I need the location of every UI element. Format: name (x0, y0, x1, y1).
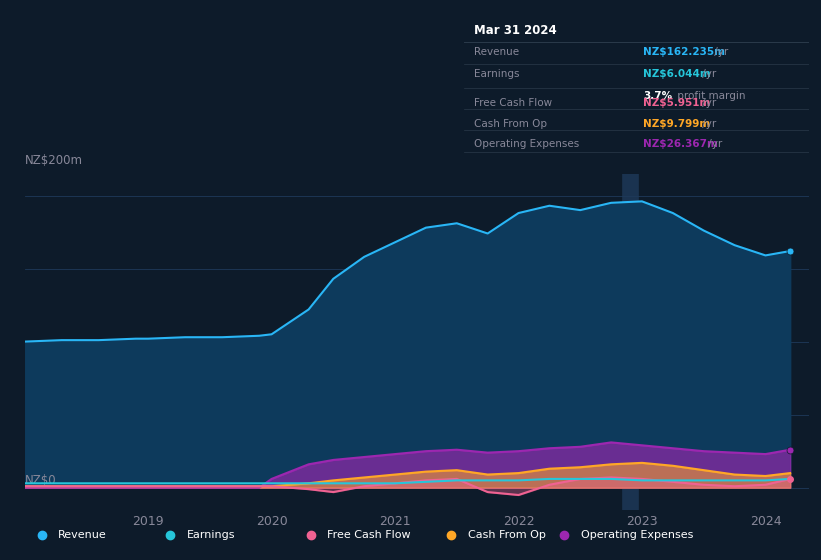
Text: Earnings: Earnings (187, 530, 236, 540)
Text: 3.7%: 3.7% (643, 91, 672, 101)
Text: NZ$26.367m: NZ$26.367m (643, 139, 718, 150)
Text: NZ$6.044m: NZ$6.044m (643, 69, 711, 79)
Text: Operating Expenses: Operating Expenses (475, 139, 580, 150)
Text: NZ$5.951m: NZ$5.951m (643, 98, 710, 108)
Text: Cash From Op: Cash From Op (475, 119, 548, 129)
Text: /yr: /yr (699, 119, 716, 129)
Text: Operating Expenses: Operating Expenses (580, 530, 693, 540)
Text: /yr: /yr (705, 139, 722, 150)
Text: profit margin: profit margin (674, 91, 745, 101)
Text: /yr: /yr (712, 46, 729, 57)
Text: NZ$0: NZ$0 (25, 474, 57, 487)
Text: Cash From Op: Cash From Op (468, 530, 545, 540)
Text: NZ$200m: NZ$200m (25, 154, 83, 167)
Text: NZ$9.799m: NZ$9.799m (643, 119, 710, 129)
Text: /yr: /yr (699, 69, 716, 79)
Text: Free Cash Flow: Free Cash Flow (475, 98, 553, 108)
Text: Revenue: Revenue (58, 530, 107, 540)
Text: Free Cash Flow: Free Cash Flow (328, 530, 410, 540)
Text: Earnings: Earnings (475, 69, 520, 79)
Text: /yr: /yr (699, 98, 716, 108)
Text: Revenue: Revenue (475, 46, 520, 57)
Text: Mar 31 2024: Mar 31 2024 (475, 25, 557, 38)
Text: NZ$162.235m: NZ$162.235m (643, 46, 725, 57)
